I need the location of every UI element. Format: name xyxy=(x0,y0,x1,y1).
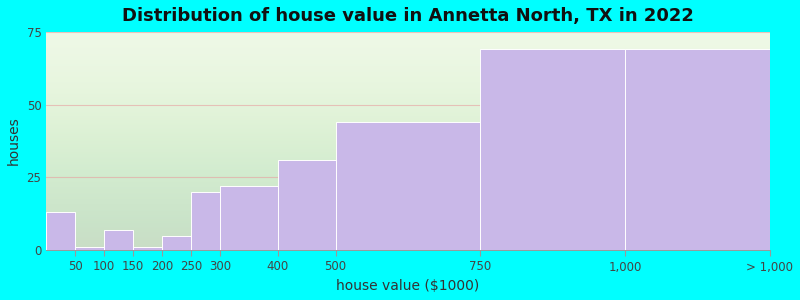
Bar xyxy=(625,50,770,250)
Bar xyxy=(278,160,335,250)
Bar xyxy=(480,50,625,250)
Bar xyxy=(46,212,75,250)
Bar xyxy=(162,236,191,250)
Bar xyxy=(191,192,220,250)
Bar xyxy=(104,230,133,250)
Bar xyxy=(133,247,162,250)
Title: Distribution of house value in Annetta North, TX in 2022: Distribution of house value in Annetta N… xyxy=(122,7,694,25)
Y-axis label: houses: houses xyxy=(7,117,21,165)
X-axis label: house value ($1000): house value ($1000) xyxy=(336,279,479,293)
Bar xyxy=(220,186,278,250)
Bar xyxy=(335,122,480,250)
Bar xyxy=(75,247,104,250)
